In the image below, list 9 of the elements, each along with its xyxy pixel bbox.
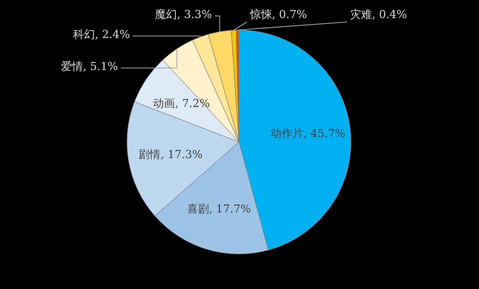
slice-label: 动画, 7.2% [153, 97, 210, 110]
slice-label: 剧情, 17.3% [138, 148, 203, 162]
slice-label: 喜剧, 17.7% [186, 202, 251, 216]
slice-label: 灾难, 0.4% [350, 8, 407, 21]
slice-label: 魔幻, 3.3% [155, 8, 212, 21]
slice-label: 动作片, 45.7% [270, 126, 346, 140]
slice-label: 科幻, 2.4% [73, 28, 130, 41]
slice-label: 惊悚, 0.7% [249, 8, 307, 21]
slice-label: 爱情, 5.1% [61, 60, 118, 73]
